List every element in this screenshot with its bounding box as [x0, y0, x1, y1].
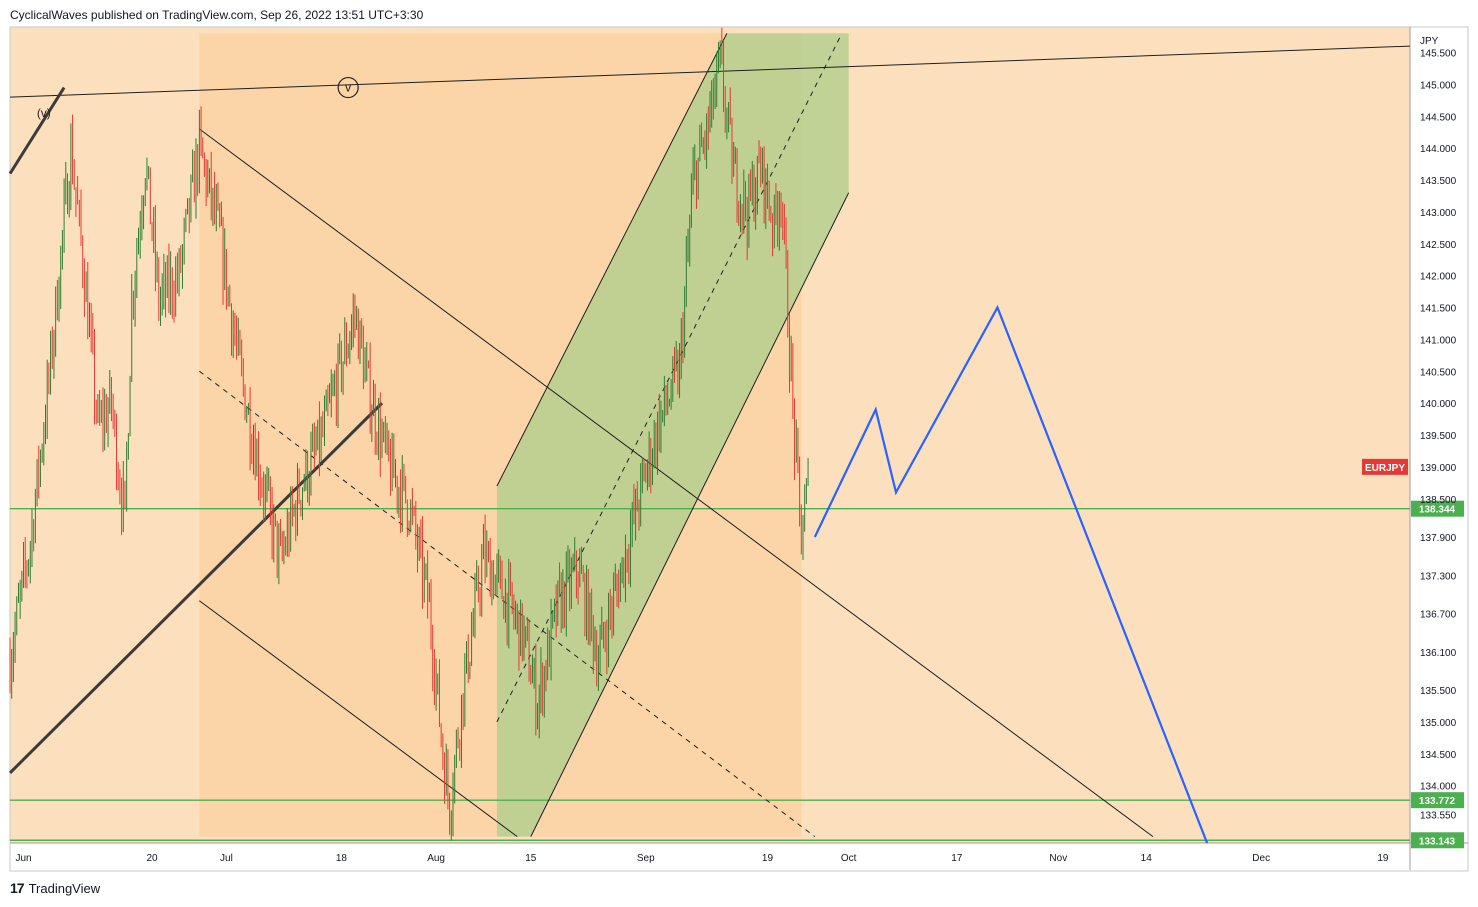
- y-tick-14: 138.500: [1420, 495, 1457, 506]
- trendline-green-upper: [496, 33, 728, 487]
- y-tick-8: 141.500: [1420, 304, 1457, 315]
- y-tick-7: 142.000: [1420, 272, 1457, 283]
- y-tick-15: 137.900: [1420, 533, 1457, 544]
- y-tick-19: 135.500: [1420, 686, 1457, 697]
- y-tick-12: 139.500: [1420, 431, 1457, 442]
- wave-label-1: (v): [37, 106, 51, 120]
- y-tick-2: 144.500: [1420, 112, 1457, 123]
- trendline-wedge-upper: [199, 128, 1154, 838]
- trendline-green-mid: [496, 33, 843, 723]
- x-tick-6: Sep: [637, 853, 655, 864]
- projection-path: [813, 304, 1209, 844]
- x-tick-1: 20: [146, 853, 158, 864]
- level-label-0: 138.344: [1419, 505, 1456, 516]
- tradingview-footer[interactable]: 17 TradingView: [10, 880, 100, 896]
- y-tick-9: 141.000: [1420, 335, 1457, 346]
- trendline-wedge-lower: [199, 600, 518, 838]
- trendline-green-lower: [530, 192, 850, 837]
- wave-label-0: v: [345, 81, 351, 95]
- x-tick-13: 19: [1377, 853, 1389, 864]
- y-tick-18: 136.100: [1420, 648, 1457, 659]
- y-tick-3: 144.000: [1420, 144, 1457, 155]
- y-tick-16: 137.300: [1420, 571, 1457, 582]
- y-tick-20: 135.000: [1420, 718, 1457, 729]
- trendline-thick-support-2: [8, 86, 66, 175]
- symbol-badge-label: EURJPY: [1365, 463, 1405, 474]
- y-tick-0: 145.500: [1420, 49, 1457, 60]
- x-tick-5: 15: [525, 853, 537, 864]
- level-label-1: 133.772: [1419, 796, 1456, 807]
- level-label-2: 133.143: [1419, 836, 1456, 847]
- y-tick-17: 136.700: [1420, 610, 1457, 621]
- y-tick-6: 142.500: [1420, 240, 1457, 251]
- y-tick-10: 140.500: [1420, 367, 1457, 378]
- symbol-badge: [1362, 458, 1408, 475]
- tradingview-brand: TradingView: [28, 880, 101, 896]
- y-tick-1: 145.000: [1420, 80, 1457, 91]
- level-badge-1: [1411, 792, 1464, 809]
- x-tick-12: Dec: [1252, 853, 1270, 864]
- y-tick-11: 140.000: [1420, 399, 1457, 410]
- publisher-header: CyclicalWaves published on TradingView.c…: [10, 8, 424, 22]
- x-tick-10: Nov: [1049, 853, 1067, 864]
- wave-circle-0: [337, 76, 359, 99]
- x-tick-9: 17: [951, 853, 963, 864]
- level-badge-2: [1411, 832, 1464, 849]
- y-tick-4: 143.500: [1420, 176, 1457, 187]
- trendline-wedge-mid: [199, 370, 816, 838]
- x-tick-11: 14: [1141, 853, 1153, 864]
- x-tick-7: 19: [762, 853, 774, 864]
- trendline-resistance: [9, 45, 1411, 98]
- x-tick-4: Aug: [427, 853, 445, 864]
- y-tick-22: 134.000: [1420, 782, 1457, 793]
- y-tick-5: 143.000: [1420, 208, 1457, 219]
- x-tick-3: 18: [336, 853, 348, 864]
- level-badge-0: [1411, 500, 1464, 517]
- trendline-thick-support-1: [8, 402, 384, 774]
- x-tick-2: Jul: [220, 853, 233, 864]
- x-tick-0: Jun: [15, 853, 31, 864]
- x-tick-8: Oct: [841, 853, 857, 864]
- y-tick-13: 139.000: [1420, 463, 1457, 474]
- chart-frame: [9, 26, 1469, 872]
- tradingview-logo-icon: 17: [10, 880, 25, 896]
- currency-label: JPY: [1420, 36, 1439, 47]
- y-tick-21: 134.500: [1420, 750, 1457, 761]
- y-tick-23: 133.550: [1420, 810, 1457, 821]
